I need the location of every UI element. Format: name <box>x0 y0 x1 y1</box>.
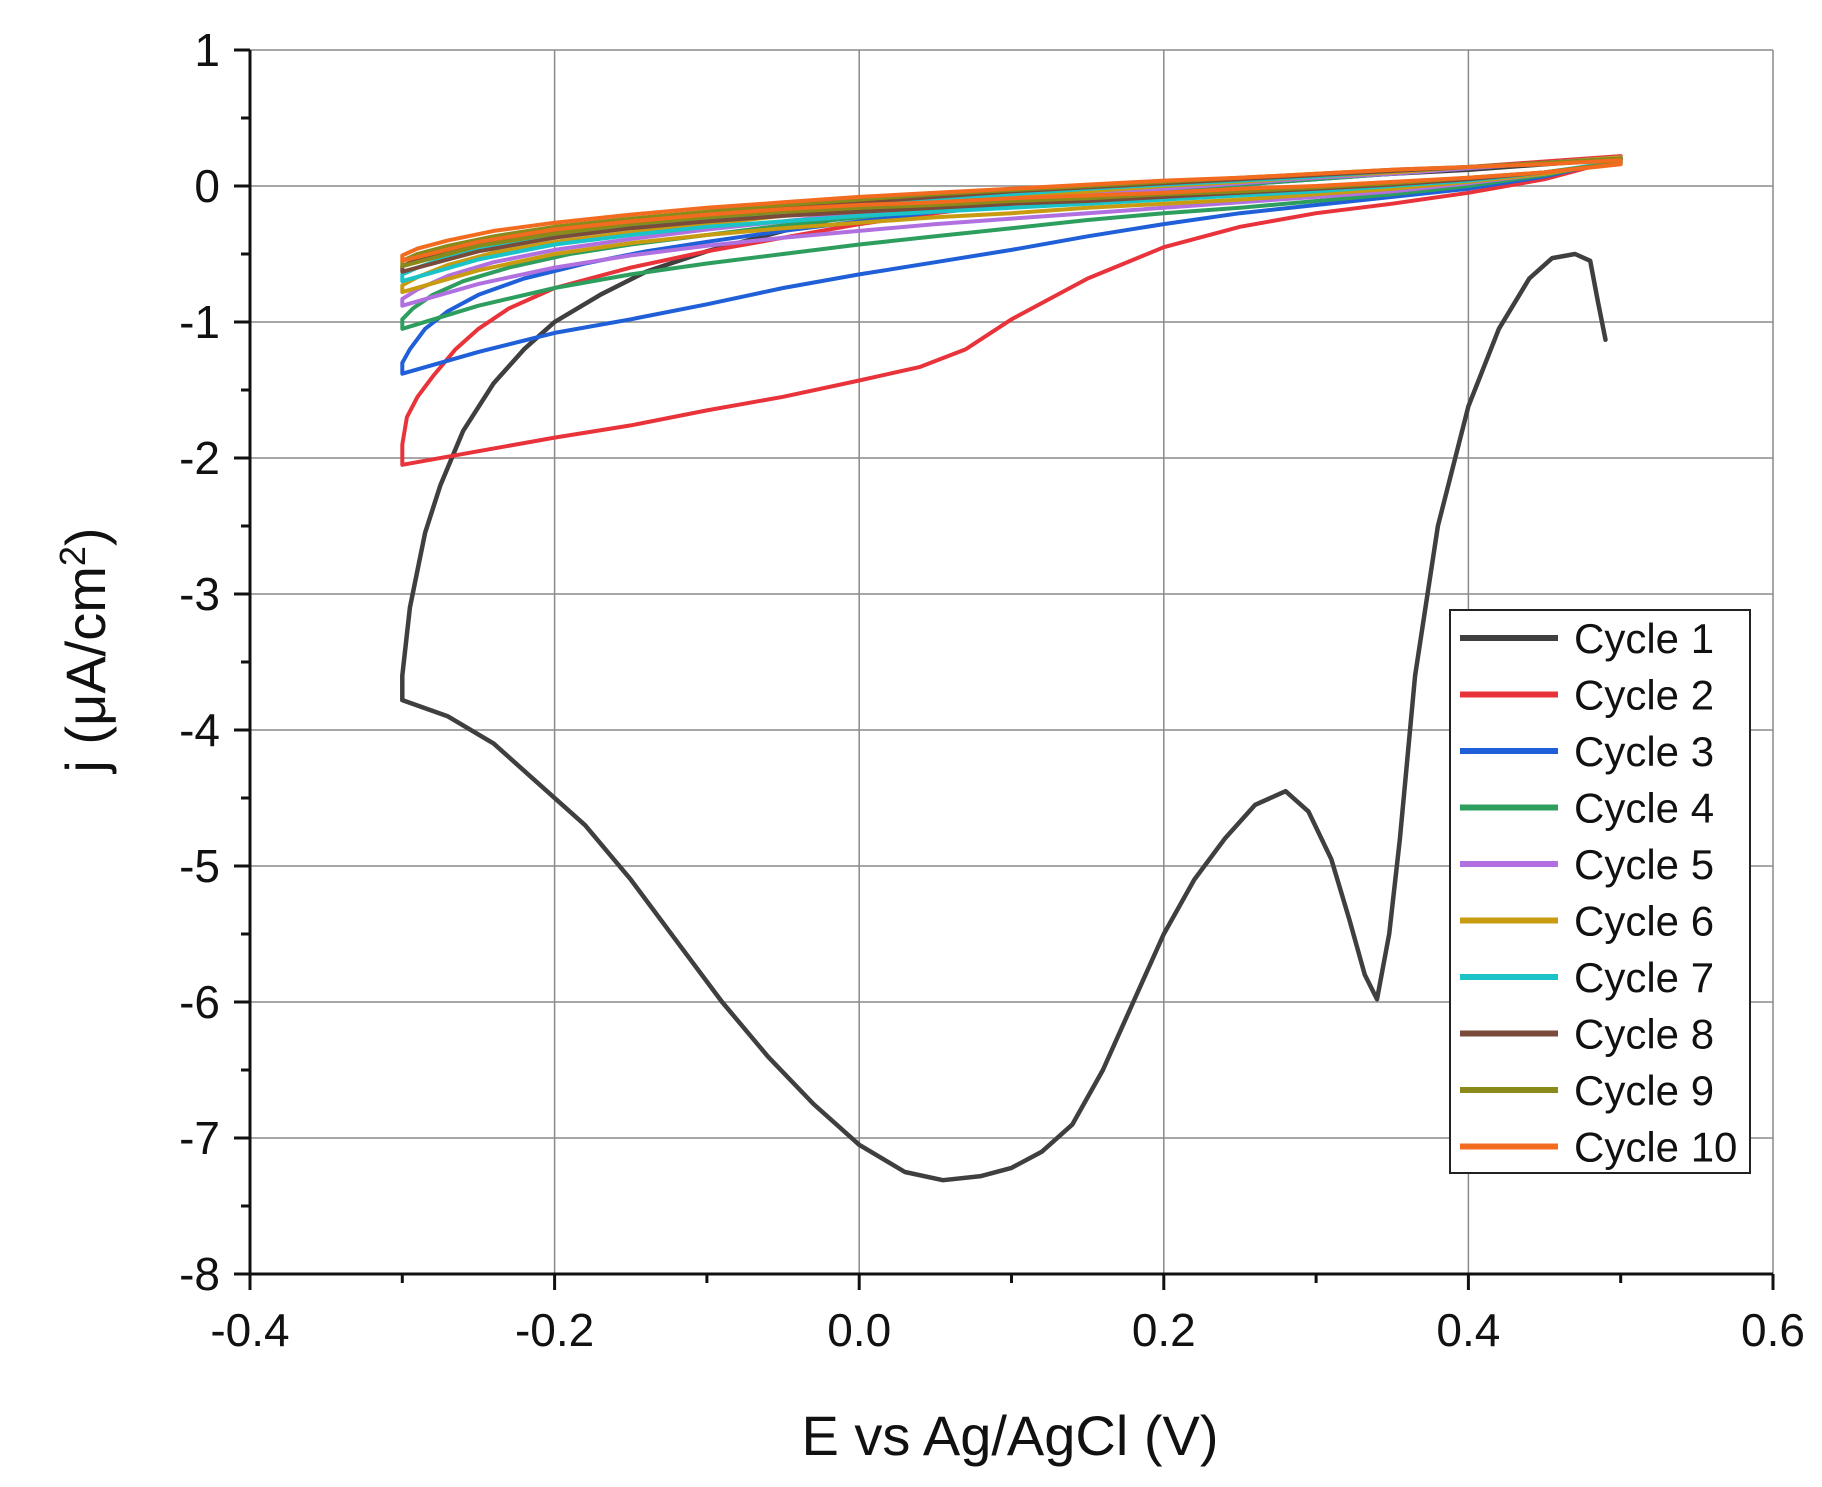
legend-label-cycle-7: Cycle 7 <box>1574 954 1714 1001</box>
legend-label-cycle-8: Cycle 8 <box>1574 1011 1714 1058</box>
y-tick-label: 1 <box>194 24 220 76</box>
legend-label-cycle-10: Cycle 10 <box>1574 1124 1737 1171</box>
y-axis-title-main: j (μA/cm <box>54 566 117 774</box>
y-tick-label: -4 <box>179 704 220 756</box>
legend-items: Cycle 1 Cycle 2 Cycle 3 Cycle 4 Cycle 5 Cycle… <box>1460 615 1737 1171</box>
y-tick-label: -5 <box>179 840 220 892</box>
x-tick-label: 0.4 <box>1436 1304 1500 1356</box>
x-tick-label: 0.0 <box>827 1304 891 1356</box>
series-line-cycle-5 <box>400 155 1623 308</box>
series-layer <box>400 154 1623 1183</box>
y-tick-label: -6 <box>179 976 220 1028</box>
series-line-cycle-10 <box>400 158 1623 263</box>
legend: Cycle 1 Cycle 2 Cycle 3 Cycle 4 Cycle 5 Cycle… <box>1449 609 1751 1174</box>
y-axis-title: j (μA/cm2) <box>52 527 117 774</box>
x-tick-label: 0.2 <box>1132 1304 1196 1356</box>
tick-labels: -0.4 -0.2 0.0 0.2 0.4 0.6 1 0 -1 -2 -3 -4 -5 -6 -7 -8 <box>179 24 1805 1356</box>
ticks <box>234 48 1775 1290</box>
x-tick-label: -0.4 <box>210 1304 289 1356</box>
x-tick-label: -0.2 <box>515 1304 594 1356</box>
legend-label-cycle-6: Cycle 6 <box>1574 898 1714 945</box>
y-tick-label: -8 <box>179 1248 220 1300</box>
legend-label-cycle-3: Cycle 3 <box>1574 728 1714 775</box>
legend-box <box>1449 609 1751 1174</box>
y-tick-label: -7 <box>179 1112 220 1164</box>
legend-label-cycle-1: Cycle 1 <box>1574 615 1714 662</box>
series-line-cycle-1 <box>400 156 1623 1183</box>
x-tick-label: 0.6 <box>1741 1304 1805 1356</box>
y-tick-label: 0 <box>194 160 220 212</box>
legend-label-cycle-2: Cycle 2 <box>1574 672 1714 719</box>
y-tick-label: -1 <box>179 296 220 348</box>
y-tick-label: -2 <box>179 432 220 484</box>
y-tick-label: -3 <box>179 568 220 620</box>
legend-label-cycle-4: Cycle 4 <box>1574 785 1714 832</box>
y-axis-title-sup: 2 <box>52 546 93 566</box>
legend-label-cycle-5: Cycle 5 <box>1574 841 1714 888</box>
series-line-cycle-8 <box>400 156 1623 274</box>
x-axis-title: E vs Ag/AgCl (V) <box>801 1404 1218 1467</box>
y-axis-title-close: ) <box>54 527 117 546</box>
legend-label-cycle-9: Cycle 9 <box>1574 1067 1714 1114</box>
